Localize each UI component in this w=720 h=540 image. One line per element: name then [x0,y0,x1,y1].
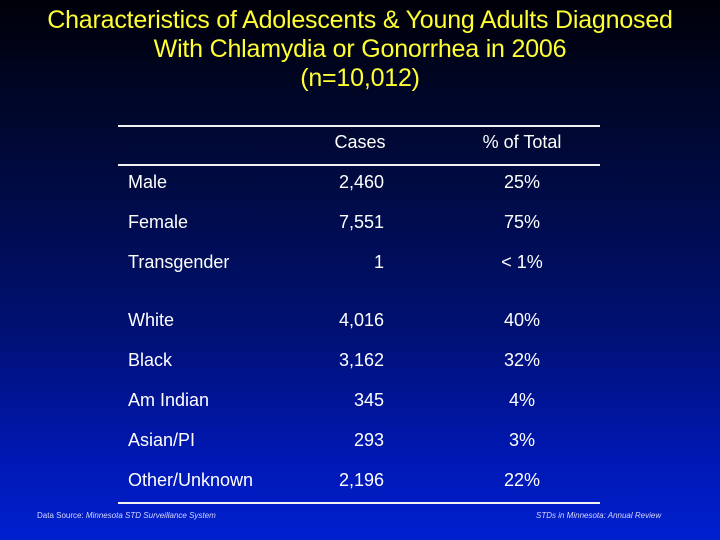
row-percent-male: 25% [503,172,541,192]
row-label-asian-pi: Asian/PI [128,430,196,450]
data-source-name: Minnesota STD Surveillance System [85,511,216,520]
row-label-transgender: Transgender [128,252,230,272]
table-bottom-rule [118,502,600,504]
row-cases-asian-pi: 293 [353,430,384,450]
data-source-footnote: Data Source: Minnesota STD Surveillance … [37,511,216,520]
row-percent-transgender: < 1% [501,252,543,272]
row-label-female: Female [128,212,189,232]
title-line-2: With Chlamydia or Gonorrhea in 2006 [153,35,567,63]
row-label-black: Black [128,350,173,370]
row-cases-female: 7,551 [338,212,384,232]
row-label-other-unknown: Other/Unknown [128,470,254,490]
row-percent-white: 40% [503,310,541,330]
row-label-male: Male [128,172,168,192]
row-cases-black: 3,162 [338,350,384,370]
row-percent-black: 32% [503,350,541,370]
row-label-am-indian: Am Indian [128,390,210,410]
row-percent-female: 75% [503,212,541,232]
slide-title: Characteristics of Adolescents & Young A… [0,6,720,93]
data-source-prefix: Data Source: [37,511,86,520]
title-line-1: Characteristics of Adolescents & Young A… [47,6,673,34]
table-top-rule [118,125,600,127]
row-cases-other-unknown: 2,196 [338,470,384,490]
table-header-rule [118,164,600,166]
column-header-cases: Cases [334,132,386,152]
row-cases-am-indian: 345 [353,390,384,410]
row-percent-other-unknown: 22% [503,470,541,490]
row-label-white: White [128,310,175,330]
row-cases-white: 4,016 [338,310,384,330]
row-percent-am-indian: 4% [508,390,535,410]
column-header-percent: % of Total [482,132,562,152]
row-cases-transgender: 1 [373,252,384,272]
row-percent-asian-pi: 3% [508,430,535,450]
row-cases-male: 2,460 [338,172,384,192]
title-line-3: (n=10,012) [300,64,420,92]
report-name-footnote: STDs in Minnesota: Annual Review [536,511,662,520]
